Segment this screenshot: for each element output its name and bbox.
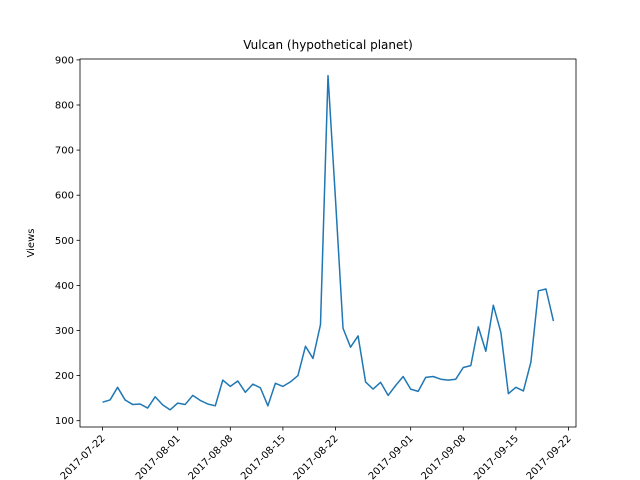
y-tick-label: 100 bbox=[55, 416, 74, 427]
x-tick-label: 2017-09-22 bbox=[525, 433, 574, 480]
y-tick-label: 200 bbox=[55, 371, 74, 382]
chart-title: Vulcan (hypothetical planet) bbox=[243, 38, 413, 52]
y-tick-label: 900 bbox=[55, 55, 74, 66]
data-line bbox=[102, 74, 555, 411]
y-tick-label: 300 bbox=[55, 326, 74, 337]
y-axis-label: Views bbox=[26, 229, 37, 258]
y-tick-label: 800 bbox=[55, 101, 74, 112]
x-tick-label: 2017-07-22 bbox=[59, 433, 108, 480]
y-tick-label: 500 bbox=[55, 236, 74, 247]
x-tick-label: 2017-09-08 bbox=[420, 433, 469, 480]
x-tick-label: 2017-09-01 bbox=[367, 433, 416, 480]
y-tick-label: 700 bbox=[55, 146, 74, 157]
x-tick-label: 2017-08-22 bbox=[292, 433, 341, 480]
x-tick-label: 2017-09-15 bbox=[472, 433, 521, 480]
x-tick-label: 2017-08-08 bbox=[187, 433, 236, 480]
y-tick-label: 600 bbox=[55, 191, 74, 202]
y-tick-label: 400 bbox=[55, 281, 74, 292]
x-tick-label: 2017-08-15 bbox=[239, 433, 288, 480]
plot-frame bbox=[79, 58, 577, 428]
x-tick-label: 2017-08-01 bbox=[134, 433, 183, 480]
